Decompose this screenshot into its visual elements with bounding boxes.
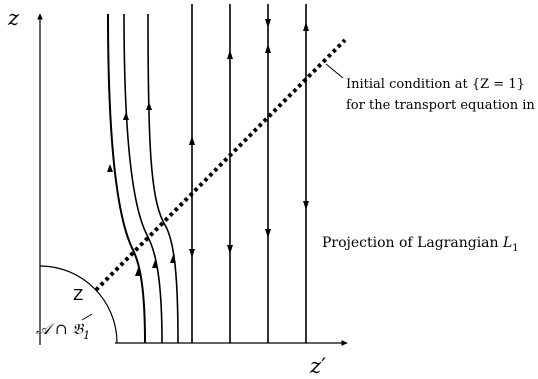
region-label-sub: 1 [83,329,90,342]
arrow-line-1-a [189,136,195,145]
annotation-projection-sub: 1 [512,243,518,254]
arrow-line-2-a [227,50,233,59]
annotation-projection: Projection of Lagrangian L1 [322,235,519,254]
arrow-line-4-a [303,22,309,31]
characteristic-curve-2 [123,13,163,344]
region-label: 𝒜 ∩ 𝔅1 [36,320,90,342]
axis-z-label: z [7,6,20,30]
arrow-curve-1-a [107,164,113,172]
arrow-curve-3-a [146,102,152,110]
arrow-curve-3-b [170,255,176,263]
arrow-curve-2-b [152,260,158,268]
arrow-line-3-b [265,44,271,53]
characteristic-curve-1 [107,13,146,344]
arrow-curve-2-a [123,112,129,120]
region-leader [81,313,93,321]
arrow-curve-1-b [135,268,141,276]
initial-condition-line [94,38,347,292]
annotation-initial-line1: Initial condition at {Z = 1} [346,77,525,92]
characteristic-curve-3 [147,13,179,344]
annotation-projection-l: L [502,235,512,251]
initial-condition-leader [325,63,344,79]
arrow-line-1-b [189,249,195,258]
axis-zprime-label: z′ [309,354,326,378]
annotation-initial-line2: for the transport equation in Z [346,98,538,113]
region-label-main: 𝒜 ∩ 𝔅 [36,320,84,338]
arrow-line-4-b [303,201,309,210]
arrow-line-3-c [265,229,271,238]
annotation-projection-text: Projection of Lagrangian [322,235,503,251]
curve-z-boundary [39,265,118,344]
arrow-line-2-b [227,245,233,254]
arrow-line-3-a [265,19,271,28]
curve-z-label: Z [73,286,83,304]
